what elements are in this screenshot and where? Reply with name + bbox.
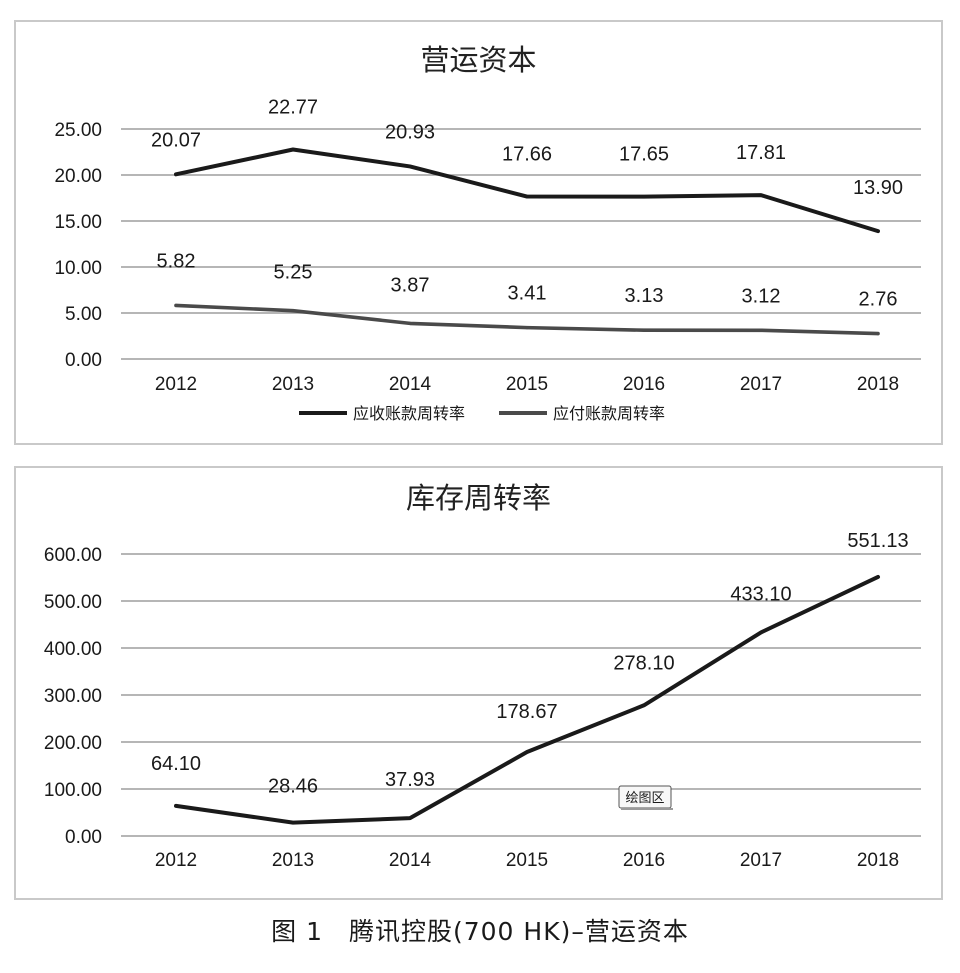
data-label: 3.13 xyxy=(625,285,664,307)
x-tick-label: 2014 xyxy=(389,374,432,395)
data-point xyxy=(642,195,646,199)
data-label: 5.25 xyxy=(274,262,313,284)
plot-area-tag-label: 绘图区 xyxy=(625,791,664,806)
data-point xyxy=(174,303,178,308)
y-tick-label: 0.00 xyxy=(65,827,102,848)
data-label: 551.13 xyxy=(847,530,908,552)
data-label: 22.77 xyxy=(268,97,318,119)
y-tick-label: 25.00 xyxy=(54,120,102,141)
data-label: 3.87 xyxy=(391,274,430,296)
data-point xyxy=(876,229,880,233)
data-point xyxy=(525,194,529,199)
legend-label: 应付账款周转率 xyxy=(553,404,665,423)
x-tick-label: 2015 xyxy=(506,374,548,395)
y-tick-label: 5.00 xyxy=(65,304,102,325)
working-capital-chart: 营运资本 0.00 5.00 10.00 15.00 20.00 25.00 2012 2013… xyxy=(54,43,921,423)
data-label: 13.90 xyxy=(853,177,903,199)
data-point xyxy=(408,164,412,169)
data-point xyxy=(759,328,763,332)
x-tick-label: 2013 xyxy=(272,850,314,871)
x-tick-label: 2018 xyxy=(857,850,899,871)
y-tick-label: 20.00 xyxy=(54,166,102,187)
data-point xyxy=(759,193,763,197)
data-label: 3.12 xyxy=(742,285,781,307)
y-tick-label: 400.00 xyxy=(44,639,102,660)
x-tick-label: 2016 xyxy=(623,850,665,871)
chart-title: 营运资本 xyxy=(420,43,536,77)
data-point xyxy=(759,630,763,635)
data-label: 17.66 xyxy=(502,144,552,166)
x-tick-label: 2015 xyxy=(506,850,548,871)
x-tick-label: 2016 xyxy=(623,374,665,395)
data-point xyxy=(291,821,295,825)
data-point xyxy=(642,703,646,707)
data-point xyxy=(876,575,880,579)
y-tick-label: 10.00 xyxy=(54,258,102,279)
x-tick-label: 2012 xyxy=(155,374,197,395)
data-point xyxy=(525,326,529,330)
y-tick-label: 600.00 xyxy=(44,545,102,566)
data-point xyxy=(525,750,529,754)
data-label: 3.41 xyxy=(508,283,547,305)
x-tick-label: 2012 xyxy=(155,850,197,871)
y-tick-label: 0.00 xyxy=(65,350,102,371)
data-label: 20.93 xyxy=(385,121,435,143)
data-label: 278.10 xyxy=(613,652,674,674)
data-label: 64.10 xyxy=(151,753,201,775)
data-point xyxy=(291,309,295,313)
data-point xyxy=(174,172,178,176)
y-tick-label: 15.00 xyxy=(54,212,102,233)
data-point xyxy=(291,147,295,152)
y-tick-label: 200.00 xyxy=(44,733,102,754)
data-label: 17.81 xyxy=(736,142,786,164)
data-label: 20.07 xyxy=(151,129,201,151)
y-tick-label: 300.00 xyxy=(44,686,102,707)
data-point xyxy=(642,328,646,332)
x-tick-label: 2017 xyxy=(740,850,782,871)
series-line xyxy=(174,303,880,336)
figure-caption: 图 1 腾讯控股(700 HK)–营运资本 xyxy=(271,917,689,946)
data-point xyxy=(174,804,178,808)
legend-label: 应收账款周转率 xyxy=(353,404,465,423)
data-label: 178.67 xyxy=(496,701,557,723)
chart-panel-inventory-turnover: 库存周转率 0.00 100.00 200.00 300.00 400.00 500.00 6… xyxy=(14,466,943,900)
data-label: 2.76 xyxy=(859,289,898,311)
inventory-turnover-chart: 库存周转率 0.00 100.00 200.00 300.00 400.00 500.00 6… xyxy=(44,481,921,871)
y-tick-label: 500.00 xyxy=(44,592,102,613)
data-label: 37.93 xyxy=(385,769,435,791)
data-label: 28.46 xyxy=(268,776,318,798)
y-tick-label: 100.00 xyxy=(44,780,102,801)
data-point xyxy=(408,816,412,820)
x-tick-label: 2018 xyxy=(857,374,899,395)
chart-title: 库存周转率 xyxy=(406,481,551,515)
data-label: 433.10 xyxy=(730,583,791,605)
data-point xyxy=(408,321,412,325)
data-point xyxy=(876,332,880,336)
data-label: 5.82 xyxy=(157,250,196,272)
x-tick-label: 2017 xyxy=(740,374,782,395)
x-tick-label: 2014 xyxy=(389,850,432,871)
x-tick-label: 2013 xyxy=(272,374,314,395)
data-label: 17.65 xyxy=(619,144,669,166)
chart-panel-working-capital: 营运资本 0.00 5.00 10.00 15.00 20.00 25.00 2012 2013… xyxy=(14,20,943,445)
